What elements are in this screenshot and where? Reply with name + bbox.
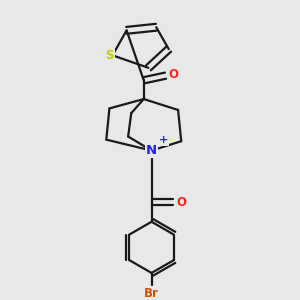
Text: O: O xyxy=(168,68,178,81)
Text: Br: Br xyxy=(144,287,159,300)
Text: N: N xyxy=(146,144,157,157)
Text: O: O xyxy=(176,196,186,208)
Text: +: + xyxy=(159,135,168,145)
Text: S: S xyxy=(105,49,114,62)
